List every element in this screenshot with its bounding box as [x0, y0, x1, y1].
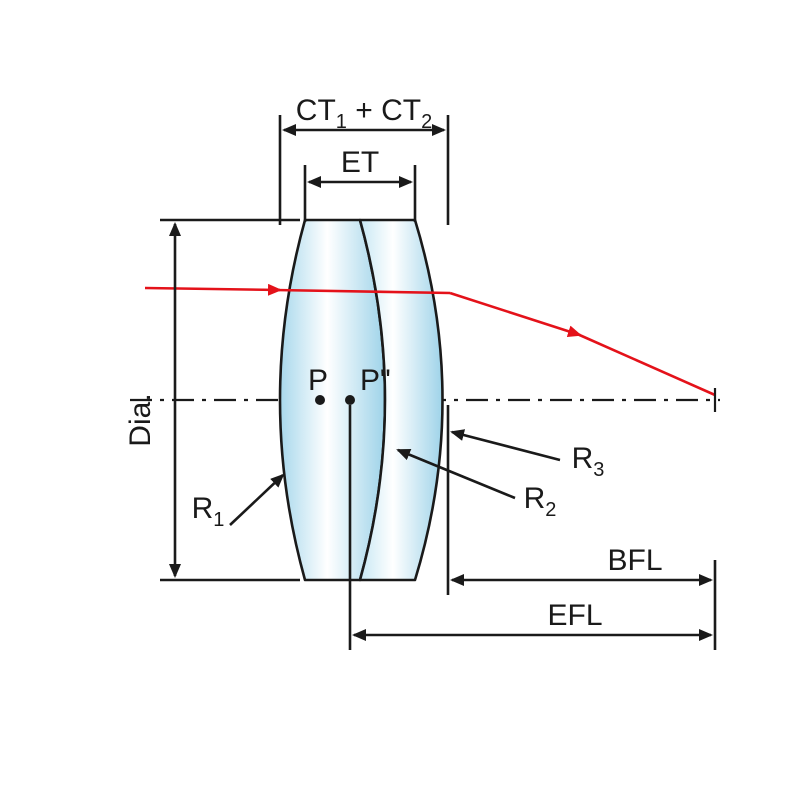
- lens-element-1: [280, 220, 385, 580]
- label-r3: R3: [572, 442, 605, 481]
- leader-r1: R1: [192, 475, 283, 531]
- dim-et: ET: [305, 146, 415, 222]
- label-r2: R2: [524, 482, 557, 521]
- lens-diagram: Dia. CT1 + CT2 ET P P" BFL EFL: [0, 0, 800, 800]
- label-pprime: P": [360, 364, 391, 397]
- label-p: P: [308, 364, 328, 397]
- label-dia: Dia.: [124, 393, 157, 446]
- label-bfl: BFL: [607, 544, 662, 577]
- label-et: ET: [341, 146, 379, 179]
- label-r1: R1: [192, 492, 225, 531]
- dim-efl: EFL: [354, 599, 711, 635]
- label-efl: EFL: [547, 599, 602, 632]
- label-ct: CT1 + CT2: [296, 94, 432, 133]
- dim-bfl: BFL: [452, 544, 711, 580]
- leader-r3: R3: [452, 432, 604, 481]
